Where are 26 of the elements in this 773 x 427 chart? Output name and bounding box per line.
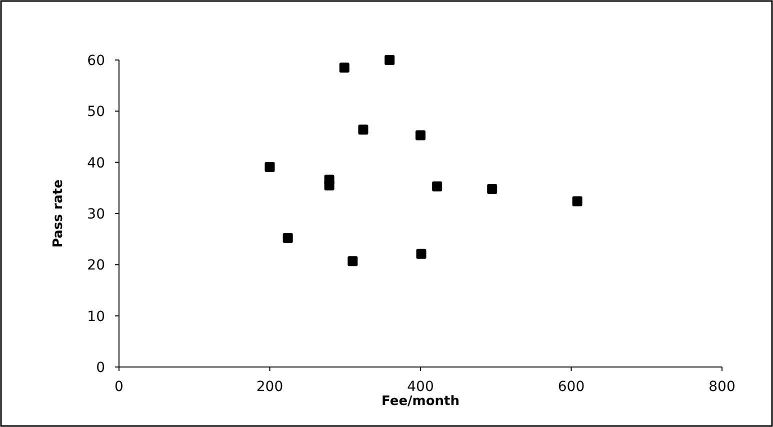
x-tick-label: 800 — [708, 379, 736, 395]
point — [432, 181, 442, 192]
point — [572, 196, 582, 206]
y-axis-title: Pass rate — [51, 179, 66, 248]
x-tick-label: 400 — [407, 379, 434, 395]
x-tick-label: 0 — [114, 379, 124, 395]
point — [282, 233, 293, 244]
y-tick-label: 50 — [87, 104, 105, 120]
x-axis-title: Fee/month — [382, 394, 460, 409]
y-tick-label: 60 — [87, 53, 105, 69]
point — [384, 55, 395, 65]
point — [264, 162, 275, 172]
y-tick-label: 10 — [87, 308, 105, 325]
point — [416, 248, 426, 259]
point — [348, 256, 358, 266]
y-tick-label: 20 — [87, 258, 105, 274]
point — [339, 62, 350, 73]
y-tick-label: 30 — [87, 206, 105, 222]
point — [358, 124, 368, 135]
point — [416, 130, 426, 140]
y-tick-label: 40 — [87, 155, 105, 172]
point — [324, 180, 334, 190]
y-tick-label: 0 — [96, 360, 105, 376]
point — [487, 184, 498, 194]
x-tick-label: 200 — [256, 379, 284, 395]
x-tick-label: 600 — [558, 379, 585, 395]
